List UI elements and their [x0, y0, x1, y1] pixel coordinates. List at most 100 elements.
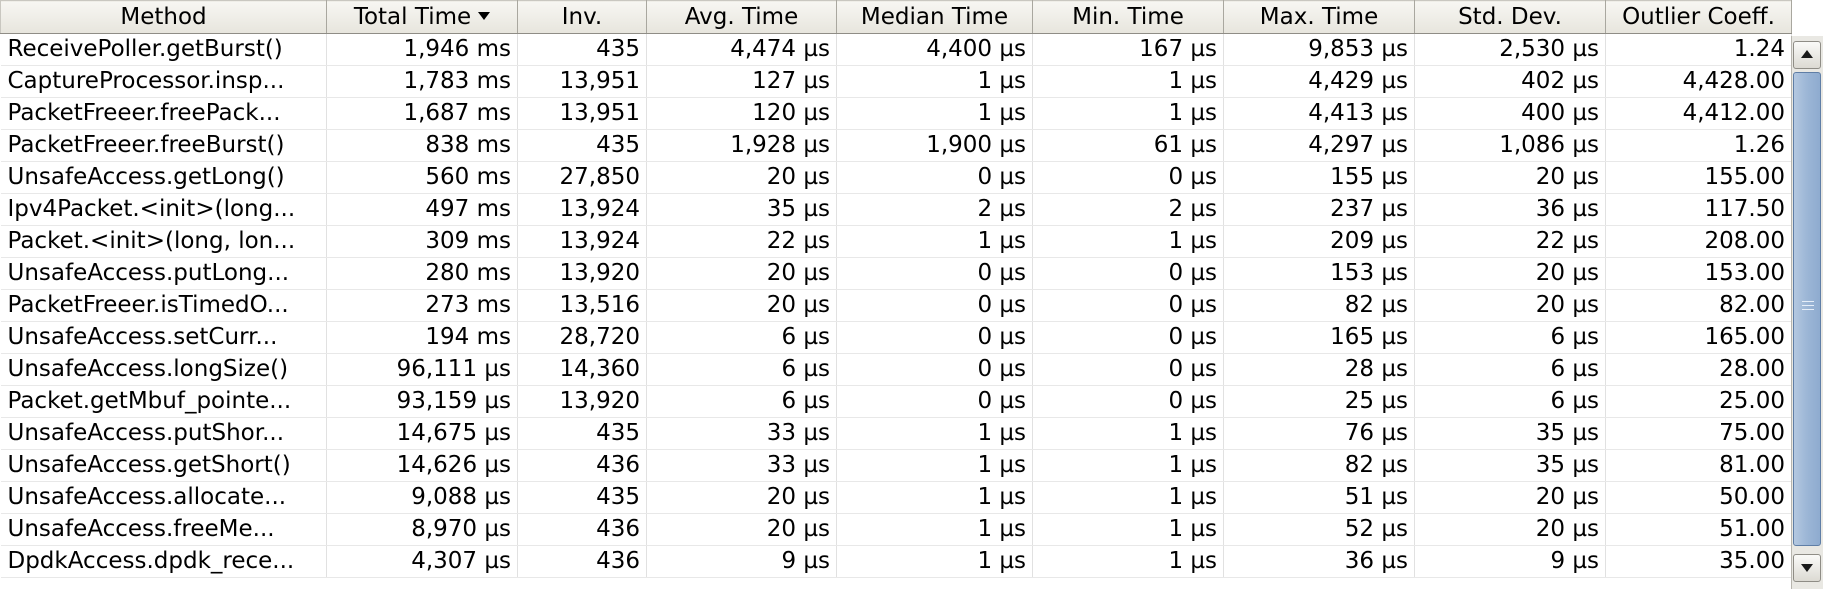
- cell-method: UnsafeAccess.getShort(): [0, 449, 327, 482]
- column-header-std-dev[interactable]: Std. Dev.: [1414, 0, 1606, 34]
- cell-max-time: 9,853 µs: [1223, 33, 1415, 66]
- table-row[interactable]: Packet.<init>(long, lon... 309 ms 13,924 22…: [0, 225, 1792, 258]
- cell-min-time: 0 µs: [1032, 289, 1224, 322]
- cell-min-time: 1 µs: [1032, 513, 1224, 546]
- cell-median-time: 4,400 µs: [836, 33, 1033, 66]
- cell-outlier-coeff: 1.26: [1605, 129, 1792, 162]
- cell-method: UnsafeAccess.getLong(): [0, 161, 327, 194]
- cell-max-time: 82 µs: [1223, 289, 1415, 322]
- cell-total-time: 280 ms: [326, 257, 518, 290]
- cell-outlier-coeff: 81.00: [1605, 449, 1792, 482]
- table-row[interactable]: ReceivePoller.getBurst() 1,946 ms 435 4,474…: [0, 33, 1792, 66]
- table-row[interactable]: PacketFreeer.freePack... 1,687 ms 13,951 12…: [0, 97, 1792, 130]
- table-row[interactable]: UnsafeAccess.getLong() 560 ms 27,850 20 µs 0…: [0, 161, 1792, 194]
- table-row[interactable]: UnsafeAccess.setCurr... 194 ms 28,720 6 µs 0…: [0, 321, 1792, 354]
- table-row[interactable]: DpdkAccess.dpdk_rece... 4,307 µs 436 9 µs 1 …: [0, 545, 1792, 578]
- scroll-thumb[interactable]: [1793, 72, 1821, 546]
- table-row[interactable]: PacketFreeer.isTimedO... 273 ms 13,516 20 µ…: [0, 289, 1792, 322]
- cell-median-time: 0 µs: [836, 385, 1033, 418]
- column-header-label: Avg. Time: [684, 4, 799, 30]
- table-row[interactable]: UnsafeAccess.getShort() 14,626 µs 436 33 µs…: [0, 449, 1792, 482]
- cell-invocations: 13,920: [517, 385, 647, 418]
- cell-max-time: 4,413 µs: [1223, 97, 1415, 130]
- table-row[interactable]: UnsafeAccess.putShor... 14,675 µs 435 33 µs…: [0, 417, 1792, 450]
- cell-method: CaptureProcessor.insp...: [0, 65, 327, 98]
- cell-total-time: 560 ms: [326, 161, 518, 194]
- cell-method: UnsafeAccess.longSize(): [0, 353, 327, 386]
- cell-total-time: 1,783 ms: [326, 65, 518, 98]
- cell-avg-time: 4,474 µs: [646, 33, 837, 66]
- table-row[interactable]: UnsafeAccess.allocate... 9,088 µs 435 20 µs…: [0, 481, 1792, 514]
- table-row[interactable]: Packet.getMbuf_pointe... 93,159 µs 13,920 6…: [0, 385, 1792, 418]
- cell-avg-time: 20 µs: [646, 289, 837, 322]
- cell-min-time: 1 µs: [1032, 481, 1224, 514]
- cell-method: UnsafeAccess.freeMe...: [0, 513, 327, 546]
- cell-invocations: 435: [517, 129, 647, 162]
- cell-std-dev: 22 µs: [1414, 225, 1606, 258]
- table-row[interactable]: UnsafeAccess.freeMe... 8,970 µs 436 20 µs 1 …: [0, 513, 1792, 546]
- scroll-down-button[interactable]: [1793, 554, 1821, 582]
- table-row[interactable]: CaptureProcessor.insp... 1,783 ms 13,951 12…: [0, 65, 1792, 98]
- column-header-min-time[interactable]: Min. Time: [1032, 0, 1224, 34]
- cell-median-time: 1 µs: [836, 545, 1033, 578]
- cell-std-dev: 400 µs: [1414, 97, 1606, 130]
- cell-std-dev: 2,530 µs: [1414, 33, 1606, 66]
- cell-total-time: 273 ms: [326, 289, 518, 322]
- cell-outlier-coeff: 51.00: [1605, 513, 1792, 546]
- cell-total-time: 838 ms: [326, 129, 518, 162]
- table-row[interactable]: PacketFreeer.freeBurst() 838 ms 435 1,928 µ…: [0, 129, 1792, 162]
- cell-min-time: 0 µs: [1032, 353, 1224, 386]
- cell-min-time: 1 µs: [1032, 417, 1224, 450]
- cell-median-time: 1 µs: [836, 449, 1033, 482]
- cell-min-time: 1 µs: [1032, 545, 1224, 578]
- table-row[interactable]: UnsafeAccess.longSize() 96,111 µs 14,360 6 …: [0, 353, 1792, 386]
- column-header-label: Outlier Coeff.: [1622, 4, 1775, 30]
- cell-outlier-coeff: 153.00: [1605, 257, 1792, 290]
- cell-max-time: 82 µs: [1223, 449, 1415, 482]
- cell-max-time: 209 µs: [1223, 225, 1415, 258]
- cell-outlier-coeff: 1.24: [1605, 33, 1792, 66]
- scroll-up-button[interactable]: [1793, 41, 1821, 69]
- column-header-median-time[interactable]: Median Time: [836, 0, 1033, 34]
- cell-max-time: 4,429 µs: [1223, 65, 1415, 98]
- column-header-label: Median Time: [860, 4, 1009, 30]
- cell-min-time: 0 µs: [1032, 385, 1224, 418]
- cell-min-time: 1 µs: [1032, 97, 1224, 130]
- cell-max-time: 4,297 µs: [1223, 129, 1415, 162]
- cell-min-time: 1 µs: [1032, 225, 1224, 258]
- cell-median-time: 0 µs: [836, 321, 1033, 354]
- cell-std-dev: 35 µs: [1414, 449, 1606, 482]
- cell-method: PacketFreeer.freeBurst(): [0, 129, 327, 162]
- cell-median-time: 1 µs: [836, 481, 1033, 514]
- column-header-invocations[interactable]: Inv.: [517, 0, 647, 34]
- cell-avg-time: 120 µs: [646, 97, 837, 130]
- cell-std-dev: 6 µs: [1414, 385, 1606, 418]
- cell-invocations: 435: [517, 33, 647, 66]
- column-header-max-time[interactable]: Max. Time: [1223, 0, 1415, 34]
- cell-invocations: 436: [517, 513, 647, 546]
- column-header-avg-time[interactable]: Avg. Time: [646, 0, 837, 34]
- cell-invocations: 13,924: [517, 225, 647, 258]
- cell-method: PacketFreeer.isTimedO...: [0, 289, 327, 322]
- cell-total-time: 194 ms: [326, 321, 518, 354]
- cell-invocations: 27,850: [517, 161, 647, 194]
- column-header-method[interactable]: Method: [0, 0, 327, 34]
- column-header-outlier-coeff[interactable]: Outlier Coeff.: [1605, 0, 1792, 34]
- cell-method: Packet.getMbuf_pointe...: [0, 385, 327, 418]
- cell-avg-time: 6 µs: [646, 321, 837, 354]
- table-row[interactable]: Ipv4Packet.<init>(long... 497 ms 13,924 35 …: [0, 193, 1792, 226]
- cell-outlier-coeff: 208.00: [1605, 225, 1792, 258]
- cell-method: UnsafeAccess.putShor...: [0, 417, 327, 450]
- cell-median-time: 1 µs: [836, 97, 1033, 130]
- cell-std-dev: 1,086 µs: [1414, 129, 1606, 162]
- column-header-total-time[interactable]: Total Time: [326, 0, 518, 34]
- cell-avg-time: 20 µs: [646, 161, 837, 194]
- table-row[interactable]: UnsafeAccess.putLong... 280 ms 13,920 20 µs…: [0, 257, 1792, 290]
- cell-std-dev: 402 µs: [1414, 65, 1606, 98]
- cell-outlier-coeff: 155.00: [1605, 161, 1792, 194]
- cell-outlier-coeff: 25.00: [1605, 385, 1792, 418]
- cell-total-time: 96,111 µs: [326, 353, 518, 386]
- cell-invocations: 13,924: [517, 193, 647, 226]
- vertical-scrollbar[interactable]: [1791, 36, 1823, 589]
